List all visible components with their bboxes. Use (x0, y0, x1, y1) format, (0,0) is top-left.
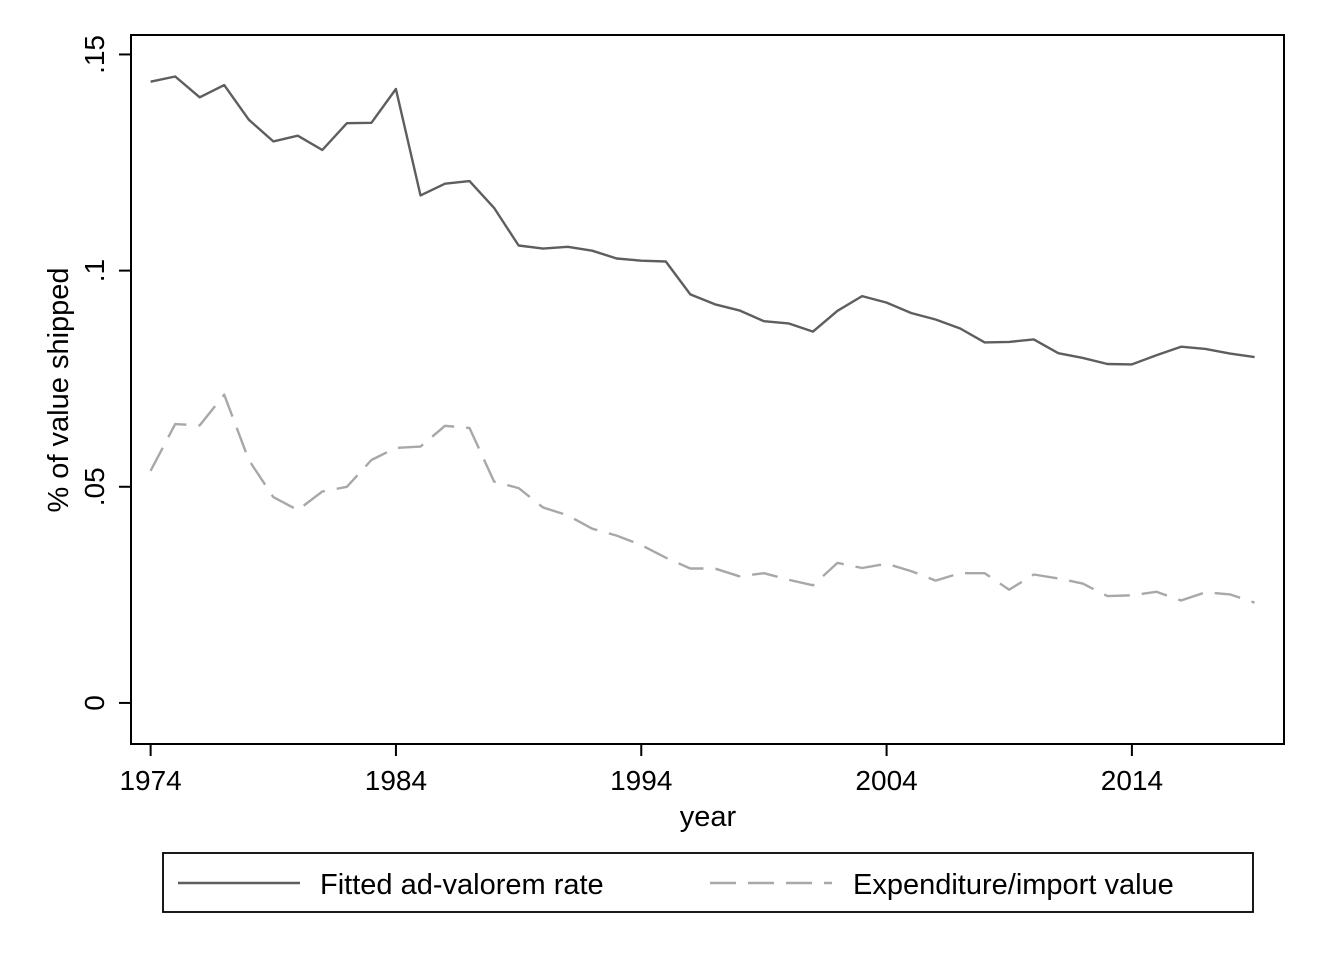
y-tick-label: .05 (79, 467, 110, 506)
legend-box (162, 852, 1254, 913)
x-tick-label: 2004 (855, 765, 917, 796)
plot-frame (130, 34, 1285, 745)
series-line-fitted-ad-valorem-rate (150, 75, 1255, 366)
x-tick-label: 1994 (610, 765, 672, 796)
series-line-expenditure-import-value (149, 393, 1255, 604)
y-axis-title: % of value shipped (43, 267, 75, 512)
x-tick-label: 1984 (365, 765, 427, 796)
x-tick-label: 1974 (119, 765, 181, 796)
x-tick-label: 2014 (1101, 765, 1163, 796)
y-axis: 0 .05 .1 .15 (79, 35, 131, 711)
y-tick-label: 0 (79, 695, 110, 711)
y-tick-label: .15 (79, 35, 110, 74)
legend-label-fitted: Fitted ad-valorem rate (320, 869, 604, 901)
x-axis-title: year (680, 801, 737, 833)
plot-area (130, 34, 1285, 745)
x-axis: 1974 1984 1994 2004 2014 (119, 744, 1163, 796)
y-tick-label: .1 (79, 259, 110, 282)
legend: Fitted ad-valorem rate Expenditure/impor… (162, 852, 1254, 913)
legend-label-expenditure: Expenditure/import value (853, 869, 1174, 901)
series-layer (149, 75, 1255, 604)
